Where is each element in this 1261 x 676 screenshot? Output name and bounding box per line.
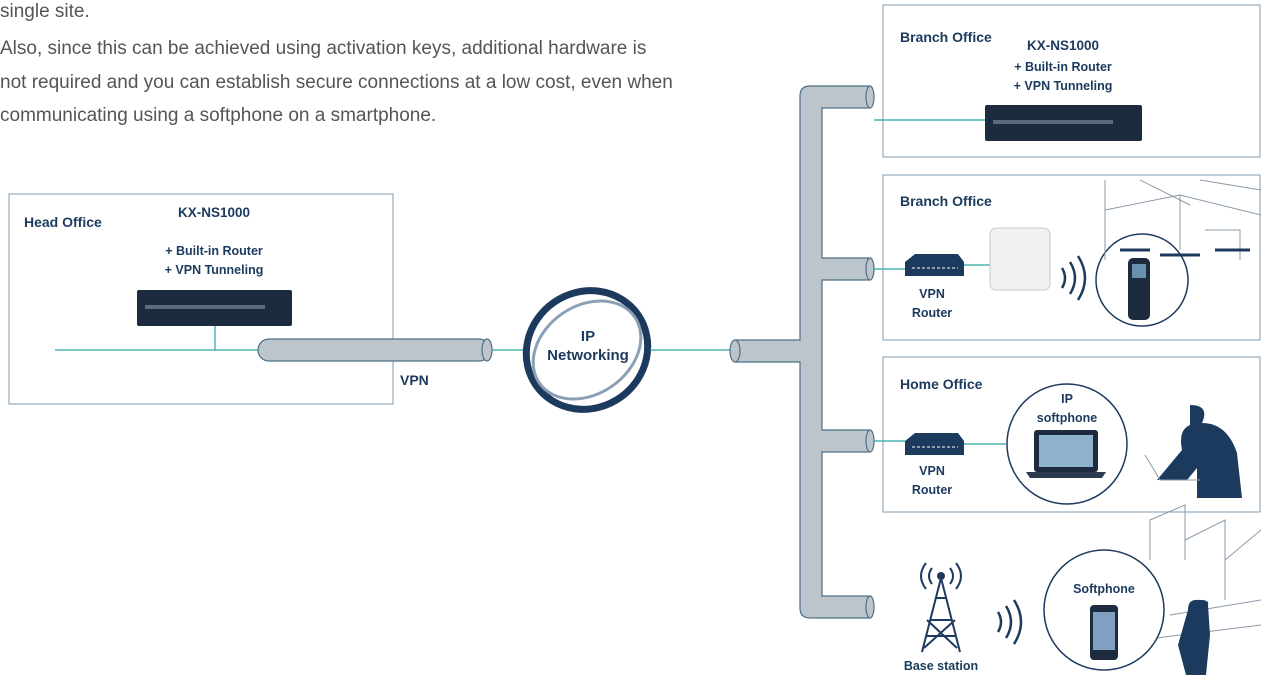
trunk-pipe — [735, 86, 870, 618]
model: KX-NS1000 — [178, 205, 250, 220]
device-detail — [145, 305, 265, 309]
station-label: Base station — [904, 659, 978, 673]
feature: + Built-in Router — [1014, 60, 1112, 74]
pipe-end — [482, 339, 492, 361]
paragraph-line: Also, since this can be achieved using a… — [0, 38, 646, 59]
router-label: VPN — [919, 287, 945, 301]
radio-waves — [998, 600, 1021, 644]
vpn-pipe — [258, 339, 490, 361]
device-label: softphone — [1037, 411, 1097, 425]
pipe-end — [730, 340, 740, 362]
base-station — [921, 563, 961, 652]
pipe-end — [866, 430, 874, 452]
handset-screen — [1132, 264, 1146, 278]
person-silhouette — [1157, 405, 1242, 498]
laptop-screen — [1039, 435, 1093, 467]
ip-network: IP Networking — [503, 267, 671, 433]
feature: + VPN Tunneling — [1014, 79, 1113, 93]
pipe-end — [866, 258, 874, 280]
pipe-end — [866, 86, 874, 108]
router-icon — [905, 254, 964, 276]
diagram: single site. Also, since this can be ach… — [0, 0, 1261, 676]
walking-person — [1178, 600, 1210, 675]
feature: + VPN Tunneling — [165, 263, 264, 277]
access-point — [990, 228, 1050, 290]
pipe-end — [866, 596, 874, 618]
device-label: IP — [1061, 392, 1073, 406]
paragraph-line: single site. — [0, 1, 90, 22]
site-title: Home Office — [900, 376, 983, 392]
router-label: Router — [912, 483, 952, 497]
network-label: IP — [581, 328, 595, 345]
head-office-title: Head Office — [24, 214, 102, 230]
device-label: Softphone — [1073, 582, 1135, 596]
device-detail — [993, 120, 1113, 124]
site-title: Branch Office — [900, 193, 992, 209]
router-label: VPN — [919, 464, 945, 478]
network-label: Networking — [547, 347, 629, 364]
radio-waves — [1062, 256, 1085, 300]
laptop-base — [1026, 472, 1106, 478]
site-title: Branch Office — [900, 29, 992, 45]
paragraph-line: communicating using a softphone on a sma… — [0, 105, 436, 126]
router-label: Router — [912, 306, 952, 320]
feature: + Built-in Router — [165, 244, 263, 258]
paragraph-line: not required and you can establish secur… — [0, 72, 673, 93]
vpn-label: VPN — [400, 372, 429, 388]
router-icon — [905, 433, 964, 455]
smartphone-screen — [1093, 612, 1115, 650]
model: KX-NS1000 — [1027, 38, 1099, 53]
